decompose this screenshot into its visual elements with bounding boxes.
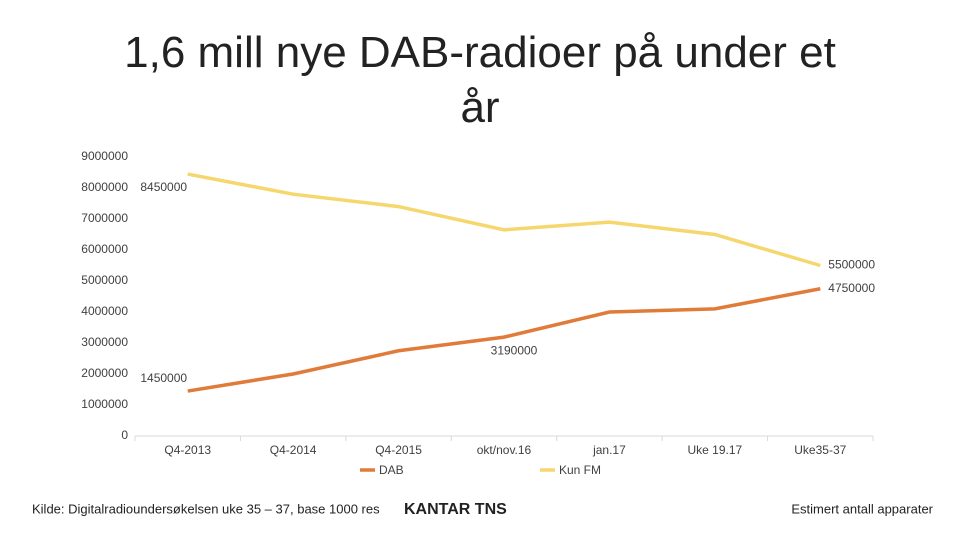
x-tick-label: Q4-2015 (375, 443, 422, 457)
source: Kilde: Digitalradioundersøkelsen uke 35 … (32, 501, 380, 516)
data-label: 4750000 (828, 281, 875, 295)
data-label: 8450000 (140, 180, 187, 194)
y-tick-label: 1000000 (81, 397, 128, 411)
data-label: 5500000 (828, 258, 875, 272)
x-tick-label: Q4-2013 (164, 443, 211, 457)
legend-label: Kun FM (559, 463, 601, 477)
data-label: 1450000 (140, 371, 187, 385)
y-tick-label: 4000000 (81, 304, 128, 318)
y-tick-label: 8000000 (81, 180, 128, 194)
data-label: 3190000 (491, 343, 538, 357)
x-tick-label: Uke35-37 (794, 443, 846, 457)
y-tick-label: 3000000 (81, 335, 128, 349)
y-tick-label: 5000000 (81, 273, 128, 287)
y-tick-label: 0 (121, 428, 128, 442)
y-tick-label: 6000000 (81, 242, 128, 256)
note: Estimert antall apparater (791, 501, 933, 516)
x-tick-label: okt/nov.16 (477, 443, 532, 457)
chart-title: 1,6 mill nye DAB-radioer på under et år (124, 28, 836, 132)
x-tick-label: Uke 19.17 (688, 443, 743, 457)
x-tick-label: Q4-2014 (270, 443, 317, 457)
y-tick-label: 9000000 (81, 149, 128, 163)
y-tick-label: 2000000 (81, 366, 128, 380)
x-tick-label: jan.17 (592, 443, 626, 457)
logo: KANTAR TNS (404, 501, 507, 518)
y-tick-label: 7000000 (81, 211, 128, 225)
series-line (187, 287, 821, 393)
legend-label: DAB (379, 463, 404, 477)
series-line (187, 172, 821, 268)
